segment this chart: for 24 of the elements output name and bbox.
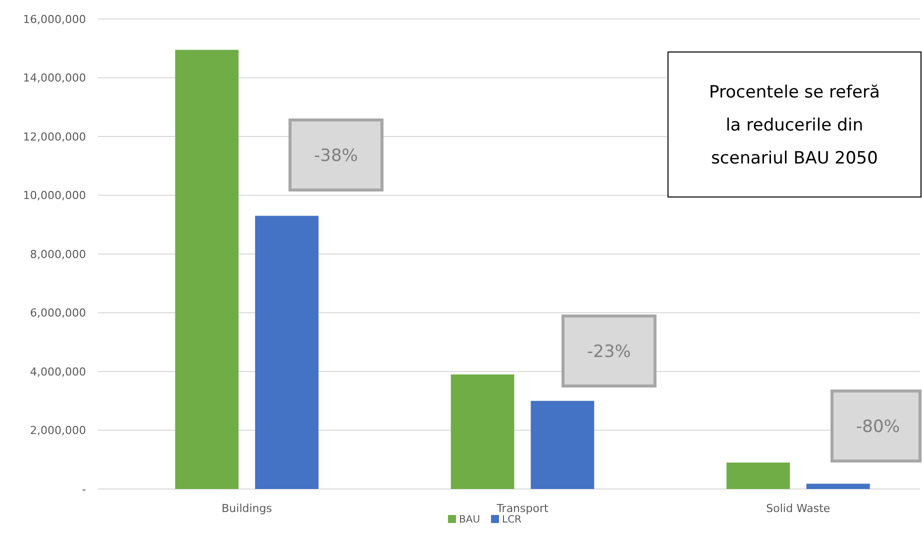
y-tick-label: 10,000,000 [23, 189, 86, 202]
y-tick-label: - [82, 482, 86, 496]
annotation: -80% [856, 416, 900, 437]
y-tick-label: 8,000,000 [30, 248, 86, 261]
annotation: Procentele se referă la reducerile din scenariul BAU 2050 [709, 82, 880, 168]
bar [450, 374, 514, 489]
bar [726, 462, 790, 489]
legend-label: BAU [459, 514, 480, 526]
y-tick-label: 4,000,000 [30, 365, 86, 378]
y-tick-label: 14,000,000 [23, 72, 86, 85]
bar [530, 400, 594, 489]
legend-label: LCR [502, 514, 522, 526]
x-tick-label: Buildings [222, 502, 272, 515]
bar [175, 50, 239, 489]
x-tick-label: Solid Waste [766, 502, 830, 515]
x-tick-label: Transport [496, 502, 549, 515]
annotation: -23% [587, 342, 631, 362]
bar [806, 484, 870, 489]
bar [255, 216, 319, 489]
y-tick-label: 12,000,000 [23, 130, 86, 144]
y-tick-label: 2,000,000 [30, 424, 86, 438]
y-tick-label: 6,000,000 [30, 306, 86, 320]
y-tick-label: 16,000,000 [23, 12, 86, 26]
annotation: -38% [314, 146, 358, 166]
